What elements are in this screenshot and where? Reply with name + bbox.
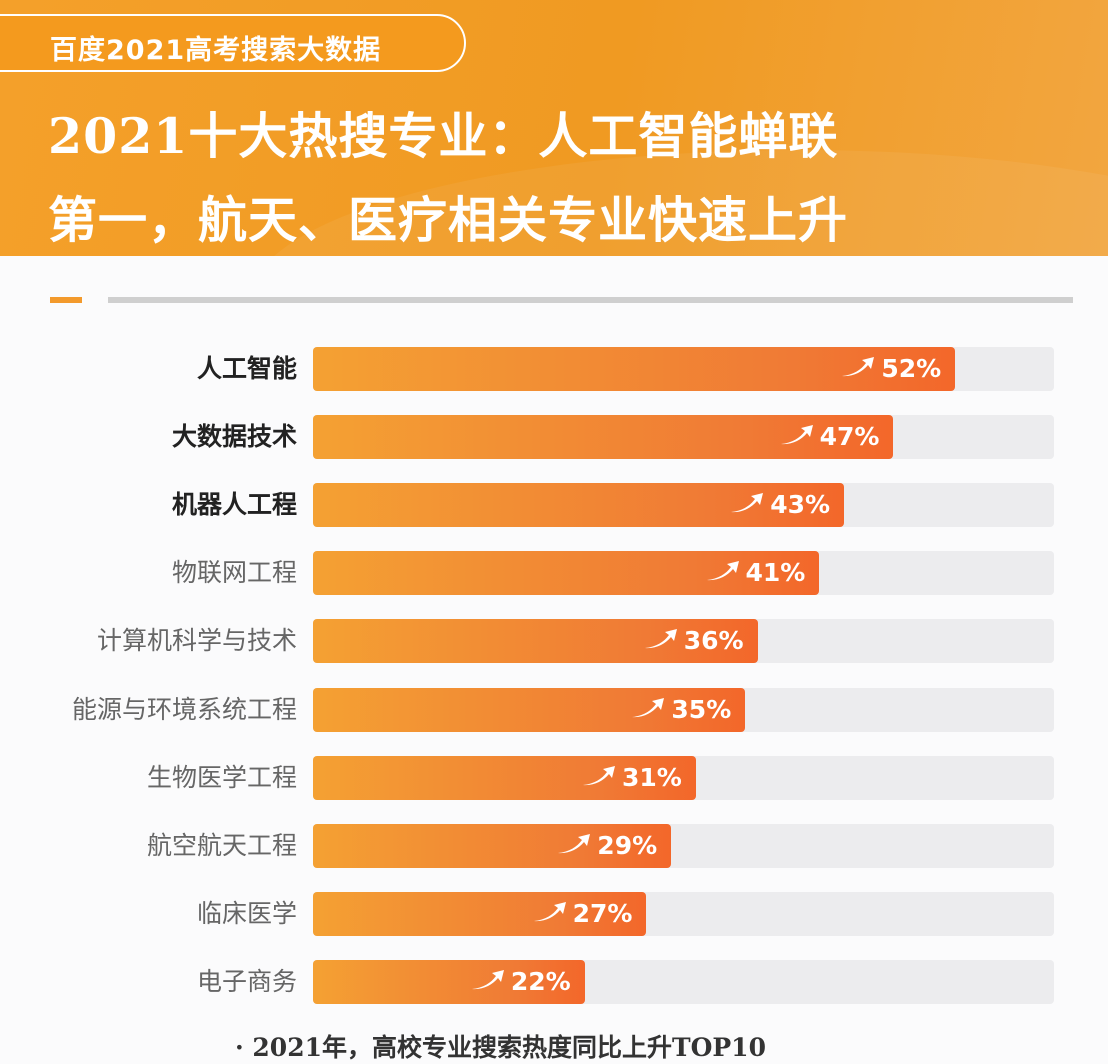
bar-row: 机器人工程 43% [0,483,1108,528]
category-label: 临床医学 [196,898,297,928]
bar-row: 物联网工程 41% [0,551,1108,596]
divider-accent [50,297,82,303]
value-text: 43% [770,490,831,520]
value-text: 29% [597,830,658,860]
trend-up-arrow-icon [780,425,813,445]
bar-row: 临床医学 27% [0,891,1108,936]
category-label: 物联网工程 [171,558,297,588]
bar: 35% [313,687,746,732]
value-text: 27% [572,898,633,928]
trend-up-arrow-icon [644,629,677,649]
bar-row: 生物医学工程 31% [0,755,1108,800]
trend-up-arrow-icon [706,561,739,581]
divider [108,297,1073,303]
trend-up-arrow-icon [632,697,665,717]
category-label: 能源与环境系统工程 [71,694,297,724]
bar: 36% [313,619,758,664]
bar: 43% [313,483,845,528]
value-label: 41% [706,551,806,595]
value-label: 52% [841,347,941,391]
value-label: 36% [644,619,744,663]
bar-row: 大数据技术 47% [0,415,1108,460]
bar: 31% [313,755,696,800]
bar: 29% [313,823,672,868]
trend-up-arrow-icon [533,901,566,921]
trend-up-arrow-icon [558,833,591,853]
category-label: 机器人工程 [171,490,297,520]
category-label: 大数据技术 [171,422,297,452]
source-badge-text: 百度2021高考搜索大数据 [50,35,382,66]
value-label: 43% [730,483,830,527]
bar: 41% [313,551,820,596]
bar: 27% [313,891,647,936]
bar-row: 人工智能 52% [0,347,1108,391]
value-label: 22% [471,960,571,1004]
value-label: 27% [533,892,633,936]
category-label: 电子商务 [196,966,297,996]
category-label: 航空航天工程 [146,830,297,860]
bar-row: 航空航天工程 29% [0,823,1108,868]
title-line-1: 2021十大热搜专业：人工智能蝉联 [48,107,839,165]
bar: 22% [313,959,585,1004]
category-label: 人工智能 [196,354,297,383]
trend-up-arrow-icon [583,765,615,785]
bar: 47% [313,415,894,460]
trend-up-arrow-icon [471,969,504,990]
value-text: 52% [881,354,942,383]
value-label: 29% [557,824,657,868]
value-label: 31% [582,756,682,800]
trend-up-arrow-icon [842,357,875,377]
header-banner: 百度2021高考搜索大数据 2021十大热搜专业：人工智能蝉联 第一，航天、医疗… [0,0,1108,256]
title-line-2: 第一，航天、医疗相关专业快速上升 [48,191,849,249]
value-text: 47% [819,422,880,452]
bar-row: 电子商务 22% [0,959,1108,1004]
source-badge: 百度2021高考搜索大数据 [0,14,466,72]
chart-caption: · 2021年，高校专业搜索热度同比上升TOP10 [235,1033,766,1062]
bar-row: 能源与环境系统工程 35% [0,687,1108,732]
value-text: 22% [510,966,571,996]
value-text: 35% [671,694,732,724]
value-text: 31% [622,762,682,792]
value-label: 47% [780,415,880,459]
trend-up-arrow-icon [731,493,764,513]
value-label: 35% [631,688,731,732]
page-title: 2021十大热搜专业：人工智能蝉联 第一，航天、医疗相关专业快速上升 [48,94,848,256]
category-label: 计算机科学与技术 [96,626,297,656]
value-text: 36% [683,626,744,656]
value-text: 41% [745,558,806,588]
bar-row: 计算机科学与技术 36% [0,619,1108,664]
category-label: 生物医学工程 [146,762,297,792]
bar: 52% [313,347,956,391]
